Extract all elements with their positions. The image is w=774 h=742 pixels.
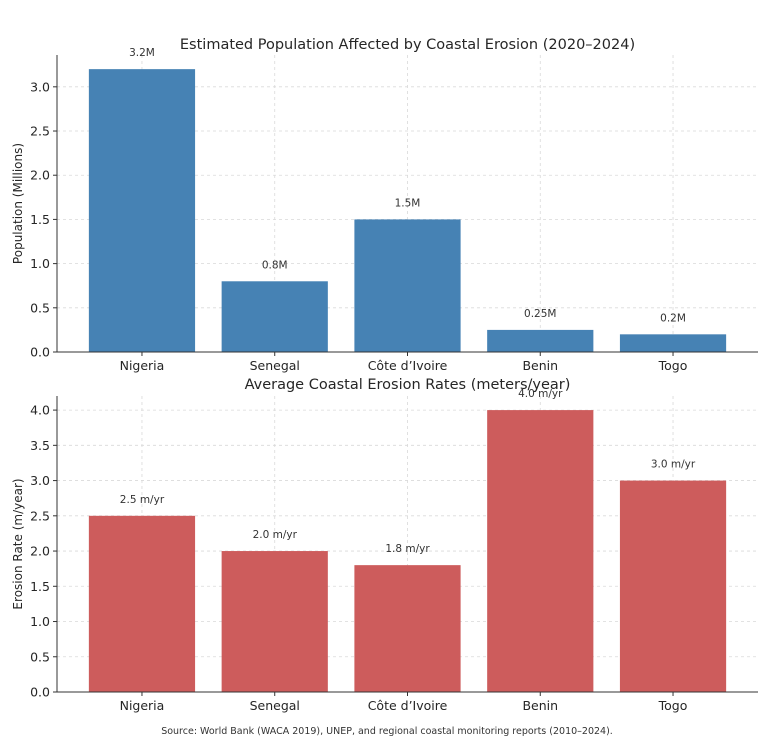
bar-data-label: 2.5 m/yr — [120, 494, 165, 506]
source-note: Source: World Bank (WACA 2019), UNEP, an… — [161, 726, 613, 737]
y-tick-label: 0.5 — [30, 649, 50, 664]
x-tick-label: Togo — [658, 358, 688, 373]
bar-data-label: 3.0 m/yr — [651, 459, 696, 471]
bar-data-label: 1.5M — [395, 197, 421, 209]
y-tick-label: 0.0 — [30, 685, 50, 700]
y-tick-label: 2.0 — [30, 544, 50, 559]
y-tick-label: 2.0 — [30, 168, 50, 183]
bar-nigeria — [88, 69, 196, 353]
bar-data-label: 1.8 m/yr — [385, 543, 430, 555]
bar-nigeria — [88, 515, 196, 692]
chart-title: Estimated Population Affected by Coastal… — [180, 37, 635, 53]
bar-c-te-d-ivoire — [354, 565, 461, 692]
bar-data-label: 0.25M — [524, 308, 556, 320]
x-tick-label: Benin — [522, 358, 558, 373]
y-tick-label: 1.5 — [30, 579, 50, 594]
bar-data-label: 0.2M — [660, 312, 686, 324]
y-tick-label: 3.0 — [30, 79, 50, 94]
bar-data-label: 2.0 m/yr — [253, 529, 298, 541]
bar-senegal — [221, 281, 328, 352]
bar-data-label: 4.0 m/yr — [518, 388, 563, 400]
bar-data-label: 3.2M — [129, 47, 155, 59]
bar-togo — [619, 334, 727, 352]
bar-togo — [619, 480, 727, 692]
y-tick-label: 3.0 — [30, 473, 50, 488]
bar-benin — [487, 410, 594, 692]
y-tick-label: 2.5 — [30, 124, 50, 139]
bar-c-te-d-ivoire — [354, 219, 461, 352]
y-tick-label: 2.5 — [30, 508, 50, 523]
y-tick-label: 1.0 — [30, 256, 50, 271]
chart-title: Average Coastal Erosion Rates (meters/ye… — [245, 377, 571, 393]
y-tick-label: 3.5 — [30, 438, 50, 453]
bar-benin — [487, 329, 594, 352]
y-tick-label: 0.5 — [30, 300, 50, 315]
y-tick-label: 1.5 — [30, 212, 50, 227]
x-tick-label: Nigeria — [120, 358, 165, 373]
x-tick-label: Côte d’Ivoire — [368, 698, 448, 713]
erosion-rate-chart-panel: 2.5 m/yr 2.0 m/yr 1.8 m/yr 4.0 m/yr 3.0 m/yr… — [11, 377, 758, 713]
bar-data-label: 0.8M — [262, 259, 288, 271]
x-tick-label: Senegal — [250, 698, 300, 713]
x-tick-label: Senegal — [250, 358, 300, 373]
population-chart-panel: 3.2M 0.8M 1.5M 0.25M 0.2M 0.0 0.5 1.0 1.5 2.0 2.5 3… — [11, 37, 758, 373]
x-tick-label: Côte d’Ivoire — [368, 358, 448, 373]
y-axis-label: Population (Millions) — [11, 143, 25, 264]
x-tick-label: Nigeria — [120, 698, 165, 713]
y-tick-label: 1.0 — [30, 614, 50, 629]
x-tick-label: Togo — [658, 698, 688, 713]
y-axis-label: Erosion Rate (m/year) — [11, 478, 25, 609]
bar-senegal — [221, 551, 328, 692]
y-tick-label: 4.0 — [30, 403, 50, 418]
x-tick-label: Benin — [522, 698, 558, 713]
y-tick-label: 0.0 — [30, 345, 50, 360]
